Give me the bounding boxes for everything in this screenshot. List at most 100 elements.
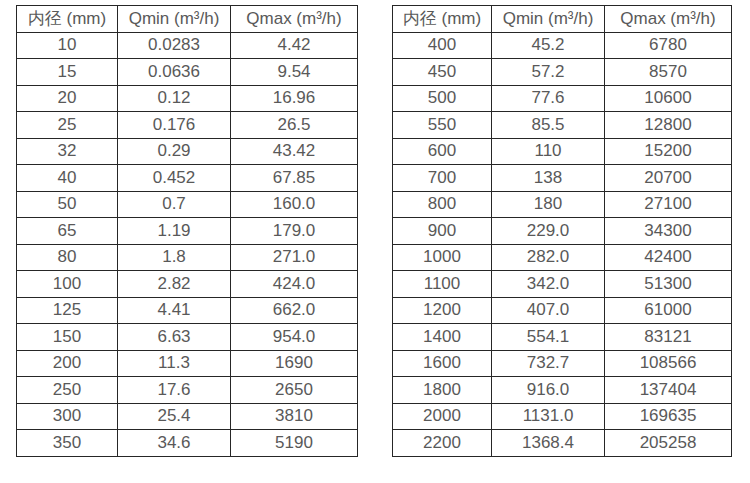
qmax-cell: 108566 — [605, 350, 732, 377]
diameter-cell: 65 — [17, 218, 118, 245]
diameter-cell: 15 — [17, 59, 118, 86]
diameter-cell: 1200 — [393, 297, 492, 324]
diameter-cell: 900 — [393, 218, 492, 245]
table-row: 1100 342.0 51300 — [393, 271, 732, 298]
qmax-cell: 169635 — [605, 403, 732, 430]
table-row: 350 34.6 5190 — [17, 430, 358, 457]
diameter-cell: 450 — [393, 59, 492, 86]
diameter-cell: 2200 — [393, 430, 492, 457]
qmax-cell: 2650 — [231, 377, 358, 404]
qmax-cell: 4.42 — [231, 32, 358, 59]
table-row: 100 2.82 424.0 — [17, 271, 358, 298]
diameter-cell: 1600 — [393, 350, 492, 377]
qmin-cell: 554.1 — [492, 324, 605, 351]
qmin-cell: 0.0283 — [118, 32, 231, 59]
diameter-cell: 20 — [17, 85, 118, 112]
page: 内径 (mm) Qmin (m³/h) Qmax (m³/h) 10 0.028… — [0, 0, 750, 483]
qmin-cell: 77.6 — [492, 85, 605, 112]
qmin-cell: 11.3 — [118, 350, 231, 377]
qmax-cell: 5190 — [231, 430, 358, 457]
diameter-cell: 1400 — [393, 324, 492, 351]
diameter-cell: 25 — [17, 112, 118, 139]
qmax-cell: 10600 — [605, 85, 732, 112]
table-row: 2200 1368.4 205258 — [393, 430, 732, 457]
qmin-cell: 110 — [492, 138, 605, 165]
qmax-cell: 34300 — [605, 218, 732, 245]
qmin-cell: 0.7 — [118, 191, 231, 218]
qmin-cell: 1.8 — [118, 244, 231, 271]
flow-rate-table-small-diameters: 内径 (mm) Qmin (m³/h) Qmax (m³/h) 10 0.028… — [16, 5, 358, 457]
diameter-cell: 600 — [393, 138, 492, 165]
table-row: 400 45.2 6780 — [393, 32, 732, 59]
qmin-cell: 0.12 — [118, 85, 231, 112]
column-header-diameter: 内径 (mm) — [393, 6, 492, 33]
qmin-cell: 34.6 — [118, 430, 231, 457]
qmin-cell: 85.5 — [492, 112, 605, 139]
qmax-cell: 205258 — [605, 430, 732, 457]
diameter-cell: 125 — [17, 297, 118, 324]
qmax-cell: 179.0 — [231, 218, 358, 245]
diameter-cell: 700 — [393, 165, 492, 192]
qmax-cell: 16.96 — [231, 85, 358, 112]
column-header-diameter: 内径 (mm) — [17, 6, 118, 33]
table-row: 80 1.8 271.0 — [17, 244, 358, 271]
qmin-cell: 45.2 — [492, 32, 605, 59]
qmin-cell: 282.0 — [492, 244, 605, 271]
qmax-cell: 67.85 — [231, 165, 358, 192]
qmin-cell: 0.29 — [118, 138, 231, 165]
qmax-cell: 662.0 — [231, 297, 358, 324]
table-row: 65 1.19 179.0 — [17, 218, 358, 245]
diameter-cell: 350 — [17, 430, 118, 457]
table-row: 800 180 27100 — [393, 191, 732, 218]
diameter-cell: 400 — [393, 32, 492, 59]
table-row: 2000 1131.0 169635 — [393, 403, 732, 430]
table-row: 1400 554.1 83121 — [393, 324, 732, 351]
diameter-cell: 32 — [17, 138, 118, 165]
table-row: 50 0.7 160.0 — [17, 191, 358, 218]
table-row: 40 0.452 67.85 — [17, 165, 358, 192]
diameter-cell: 80 — [17, 244, 118, 271]
diameter-cell: 800 — [393, 191, 492, 218]
diameter-cell: 550 — [393, 112, 492, 139]
table-row: 900 229.0 34300 — [393, 218, 732, 245]
diameter-cell: 50 — [17, 191, 118, 218]
table-row: 550 85.5 12800 — [393, 112, 732, 139]
table-row: 600 110 15200 — [393, 138, 732, 165]
qmin-cell: 25.4 — [118, 403, 231, 430]
table-row: 200 11.3 1690 — [17, 350, 358, 377]
table-row: 150 6.63 954.0 — [17, 324, 358, 351]
column-header-qmin: Qmin (m³/h) — [118, 6, 231, 33]
column-header-qmax: Qmax (m³/h) — [231, 6, 358, 33]
qmin-cell: 2.82 — [118, 271, 231, 298]
qmin-cell: 1.19 — [118, 218, 231, 245]
qmin-cell: 732.7 — [492, 350, 605, 377]
qmin-cell: 342.0 — [492, 271, 605, 298]
qmax-cell: 20700 — [605, 165, 732, 192]
diameter-cell: 1100 — [393, 271, 492, 298]
table-row: 15 0.0636 9.54 — [17, 59, 358, 86]
qmax-cell: 51300 — [605, 271, 732, 298]
qmax-cell: 137404 — [605, 377, 732, 404]
diameter-cell: 2000 — [393, 403, 492, 430]
qmax-cell: 26.5 — [231, 112, 358, 139]
qmax-cell: 6780 — [605, 32, 732, 59]
qmax-cell: 954.0 — [231, 324, 358, 351]
table-row: 1800 916.0 137404 — [393, 377, 732, 404]
diameter-cell: 150 — [17, 324, 118, 351]
table-row: 20 0.12 16.96 — [17, 85, 358, 112]
qmin-cell: 0.176 — [118, 112, 231, 139]
table-row: 1600 732.7 108566 — [393, 350, 732, 377]
header-row: 内径 (mm) Qmin (m³/h) Qmax (m³/h) — [17, 6, 358, 33]
flow-rate-table-large-diameters: 内径 (mm) Qmin (m³/h) Qmax (m³/h) 400 45.2… — [392, 5, 732, 457]
qmax-cell: 83121 — [605, 324, 732, 351]
qmin-cell: 0.452 — [118, 165, 231, 192]
qmin-cell: 0.0636 — [118, 59, 231, 86]
table-row: 125 4.41 662.0 — [17, 297, 358, 324]
qmax-cell: 43.42 — [231, 138, 358, 165]
qmin-cell: 138 — [492, 165, 605, 192]
table-row: 10 0.0283 4.42 — [17, 32, 358, 59]
qmax-cell: 160.0 — [231, 191, 358, 218]
table-row: 250 17.6 2650 — [17, 377, 358, 404]
qmin-cell: 229.0 — [492, 218, 605, 245]
qmin-cell: 57.2 — [492, 59, 605, 86]
